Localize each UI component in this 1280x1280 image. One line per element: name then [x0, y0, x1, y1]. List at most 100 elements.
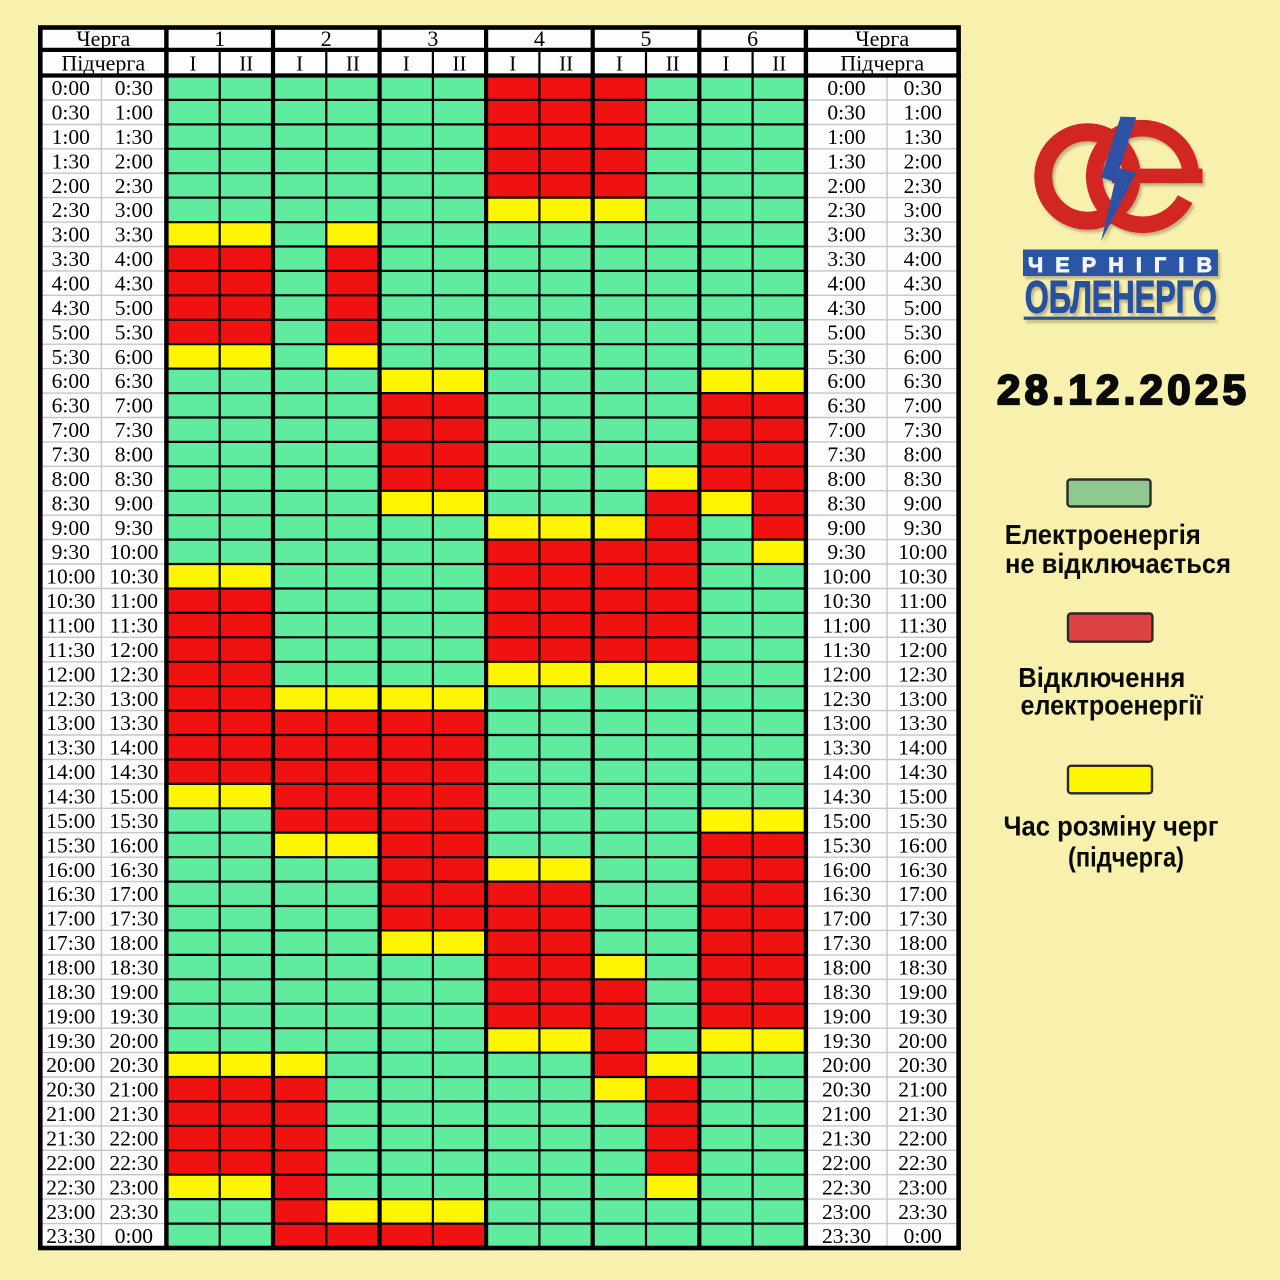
svg-text:23:00: 23:00 [109, 1175, 158, 1199]
svg-text:12:00: 12:00 [109, 638, 158, 662]
svg-text:II: II [559, 52, 573, 76]
svg-text:20:00: 20:00 [822, 1053, 871, 1077]
svg-text:14:00: 14:00 [822, 760, 871, 784]
svg-text:23:00: 23:00 [46, 1200, 95, 1224]
svg-text:3:00: 3:00 [115, 198, 153, 222]
svg-text:13:00: 13:00 [109, 687, 158, 711]
svg-text:1:30: 1:30 [904, 125, 942, 149]
svg-text:20:30: 20:30 [109, 1053, 158, 1077]
svg-text:2:30: 2:30 [115, 174, 153, 198]
svg-text:10:30: 10:30 [822, 589, 871, 613]
svg-text:II: II [772, 52, 786, 76]
svg-text:18:30: 18:30 [109, 956, 158, 980]
svg-text:3:30: 3:30 [52, 247, 90, 271]
svg-text:8:00: 8:00 [904, 443, 942, 467]
svg-text:11:00: 11:00 [822, 614, 870, 638]
svg-text:6:00: 6:00 [52, 369, 90, 393]
svg-text:18:30: 18:30 [898, 956, 947, 980]
svg-text:13:30: 13:30 [822, 736, 871, 760]
svg-text:0:00: 0:00 [52, 76, 90, 100]
svg-text:14:00: 14:00 [109, 736, 158, 760]
svg-text:3: 3 [427, 26, 438, 51]
svg-text:20:30: 20:30 [822, 1078, 871, 1102]
svg-text:10:00: 10:00 [898, 540, 947, 564]
svg-text:15:00: 15:00 [898, 785, 947, 809]
svg-text:II: II [346, 52, 360, 76]
svg-text:13:00: 13:00 [822, 711, 871, 735]
svg-text:2:00: 2:00 [52, 174, 90, 198]
svg-text:6:00: 6:00 [115, 345, 153, 369]
svg-text:17:30: 17:30 [822, 931, 871, 955]
svg-text:19:00: 19:00 [46, 1004, 95, 1028]
svg-text:1:30: 1:30 [52, 149, 90, 173]
svg-text:15:00: 15:00 [46, 809, 95, 833]
svg-text:11:30: 11:30 [110, 614, 158, 638]
svg-text:10:00: 10:00 [46, 565, 95, 589]
svg-text:11:30: 11:30 [822, 638, 870, 662]
svg-text:16:00: 16:00 [898, 833, 947, 857]
svg-text:10:30: 10:30 [46, 589, 95, 613]
svg-text:6:00: 6:00 [904, 345, 942, 369]
svg-text:13:30: 13:30 [46, 736, 95, 760]
svg-text:5:00: 5:00 [827, 320, 865, 344]
svg-text:16:30: 16:30 [898, 858, 947, 882]
svg-text:Черга: Черга [76, 26, 130, 51]
svg-text:18:30: 18:30 [822, 980, 871, 1004]
svg-text:23:30: 23:30 [822, 1224, 871, 1248]
svg-text:11:30: 11:30 [47, 638, 95, 662]
svg-text:7:30: 7:30 [827, 443, 865, 467]
svg-text:10:00: 10:00 [109, 540, 158, 564]
svg-text:4:30: 4:30 [827, 296, 865, 320]
svg-text:Черга: Черга [855, 26, 909, 51]
svg-text:6:00: 6:00 [827, 369, 865, 393]
svg-text:I: I [296, 52, 303, 76]
svg-text:6:30: 6:30 [115, 369, 153, 393]
svg-text:II: II [453, 52, 467, 76]
svg-text:3:30: 3:30 [827, 247, 865, 271]
svg-text:8:30: 8:30 [52, 491, 90, 515]
svg-text:13:30: 13:30 [109, 711, 158, 735]
svg-text:16:00: 16:00 [109, 833, 158, 857]
svg-text:8:30: 8:30 [827, 491, 865, 515]
svg-text:22:00: 22:00 [898, 1127, 947, 1151]
svg-text:3:00: 3:00 [827, 223, 865, 247]
svg-text:4:00: 4:00 [904, 247, 942, 271]
svg-text:23:30: 23:30 [109, 1200, 158, 1224]
svg-text:електроенергії: електроенергії [1021, 689, 1204, 720]
svg-text:17:30: 17:30 [898, 907, 947, 931]
svg-text:Підчерга: Підчерга [840, 51, 924, 76]
svg-text:13:00: 13:00 [46, 711, 95, 735]
svg-text:4:00: 4:00 [827, 272, 865, 296]
svg-text:I: I [509, 52, 516, 76]
svg-text:16:30: 16:30 [46, 882, 95, 906]
svg-text:19:30: 19:30 [46, 1029, 95, 1053]
svg-text:(підчерга): (підчерга) [1068, 842, 1184, 873]
svg-text:1:00: 1:00 [904, 101, 942, 125]
svg-text:11:00: 11:00 [110, 589, 158, 613]
svg-text:15:30: 15:30 [46, 833, 95, 857]
svg-text:5:30: 5:30 [115, 320, 153, 344]
svg-text:I: I [190, 52, 197, 76]
svg-text:9:00: 9:00 [827, 516, 865, 540]
svg-text:2:00: 2:00 [904, 149, 942, 173]
svg-text:18:00: 18:00 [109, 931, 158, 955]
svg-text:20:00: 20:00 [46, 1053, 95, 1077]
svg-text:4:30: 4:30 [115, 272, 153, 296]
svg-text:21:30: 21:30 [822, 1127, 871, 1151]
svg-text:7:30: 7:30 [115, 418, 153, 442]
svg-text:21:00: 21:00 [822, 1102, 871, 1126]
svg-text:10:30: 10:30 [898, 565, 947, 589]
svg-text:I: I [616, 52, 623, 76]
svg-text:10:30: 10:30 [109, 565, 158, 589]
svg-text:5:30: 5:30 [904, 320, 942, 344]
svg-text:22:00: 22:00 [46, 1151, 95, 1175]
svg-text:II: II [666, 52, 680, 76]
svg-text:19:00: 19:00 [898, 980, 947, 1004]
svg-text:12:30: 12:30 [898, 662, 947, 686]
svg-text:12:00: 12:00 [898, 638, 947, 662]
svg-text:12:30: 12:30 [109, 662, 158, 686]
svg-text:7:00: 7:00 [827, 418, 865, 442]
svg-text:22:30: 22:30 [46, 1175, 95, 1199]
svg-text:20:30: 20:30 [898, 1053, 947, 1077]
svg-text:8:00: 8:00 [52, 467, 90, 491]
